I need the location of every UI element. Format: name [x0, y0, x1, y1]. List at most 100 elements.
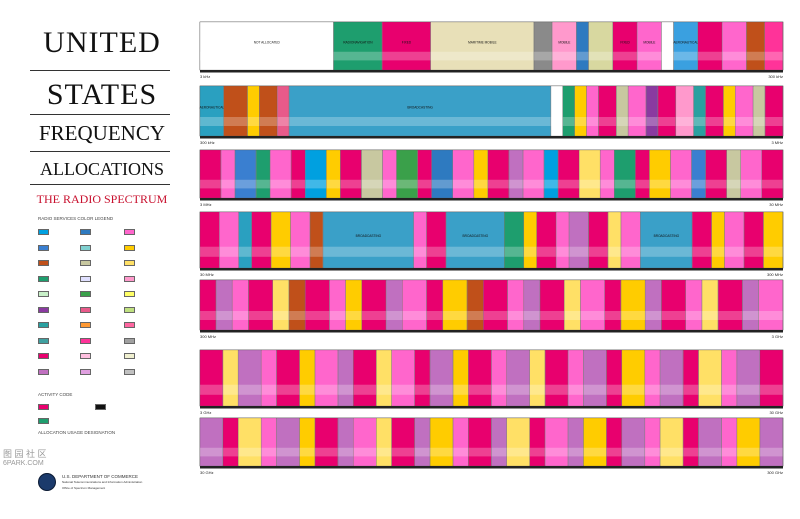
band-cell: [199, 85, 224, 137]
band-cell-shade: [583, 447, 607, 457]
band-cell: [232, 279, 249, 331]
band-cell: [426, 279, 443, 331]
band-cell-shade: [606, 384, 622, 395]
band-end-label: 3 GHz: [772, 334, 783, 339]
band-cell: [588, 211, 608, 269]
band-cell: [670, 149, 692, 199]
band-baseline: [200, 268, 783, 271]
band-cell: [353, 349, 377, 407]
band-cell: [685, 279, 702, 331]
band-cell: [552, 21, 577, 71]
band-cell-shade: [200, 311, 216, 320]
band-cell-shade: [564, 311, 581, 320]
band-cell: [238, 211, 252, 269]
band-cell-shade: [705, 179, 727, 189]
title-rule: [30, 184, 170, 185]
band-cell-shade: [345, 311, 362, 320]
band-cell: [705, 85, 724, 137]
band-cell: [562, 85, 575, 137]
band-cell-shade: [718, 311, 743, 320]
band-start-label: 300 MHz: [200, 334, 216, 339]
legend-swatch: [80, 260, 91, 266]
band-cell: [238, 417, 262, 467]
band-cell-shade: [271, 246, 291, 257]
legend-swatch: [80, 322, 91, 328]
band-cell-shade: [726, 179, 741, 189]
band-cell-shade: [247, 117, 260, 126]
band-cell-shade: [361, 179, 383, 189]
band-cell-shade: [723, 117, 736, 126]
band-cell: [340, 149, 362, 199]
band-cell-shade: [414, 447, 430, 457]
band-cell-shade: [261, 447, 277, 457]
band-cell-shade: [693, 117, 706, 126]
band-cell-label: FIXED: [620, 41, 630, 45]
band-cell-shade: [568, 447, 584, 457]
legend-swatch: [80, 275, 91, 282]
title-rule: [30, 114, 170, 115]
band-cell: [468, 349, 492, 407]
band-cell: [533, 21, 553, 71]
band-cell: [417, 149, 432, 199]
band-cell: [568, 349, 584, 407]
band-baseline: [200, 198, 783, 201]
subtitle: THE RADIO SPECTRUM: [36, 192, 168, 206]
band-cell: [759, 417, 783, 467]
band-baseline: [200, 136, 783, 139]
band-cell-shade: [523, 179, 544, 189]
band-cell: [556, 211, 570, 269]
band-cell: [259, 85, 278, 137]
band-cell-shade: [744, 246, 764, 257]
band-cell: [426, 211, 446, 269]
band-cell: [506, 417, 530, 467]
band-cell: [402, 279, 427, 331]
band-cell: [309, 211, 323, 269]
band-cell: [446, 211, 505, 269]
band-cell: [726, 149, 741, 199]
band-cell-shade: [382, 51, 431, 61]
band-cell-shade: [724, 246, 744, 257]
band-cell-shade: [562, 117, 575, 126]
band-cell-shade: [544, 179, 558, 189]
legend-swatch: [124, 229, 135, 235]
band-cell: [248, 279, 273, 331]
band-cell: [523, 279, 540, 331]
agency-line-2: National Telecommunications and Informat…: [62, 480, 143, 484]
band-cell: [550, 85, 563, 137]
band-cell: [305, 279, 330, 331]
band-cell-shade: [698, 447, 722, 457]
band-cell: [430, 21, 534, 71]
band-cell: [414, 349, 430, 407]
band-cell-shade: [552, 51, 577, 61]
band-cell-shade: [232, 311, 249, 320]
band-cell: [491, 417, 507, 467]
band-cell-shade: [621, 447, 645, 457]
band-cell: [222, 349, 239, 407]
band-cell-shade: [529, 447, 545, 457]
band-cell: [583, 417, 607, 467]
band-cell: [764, 21, 783, 71]
band-cell: [545, 417, 569, 467]
band-cell: [288, 279, 306, 331]
activity-swatch: [38, 418, 49, 424]
band-cell: [616, 85, 629, 137]
band-cell-shade: [491, 384, 507, 395]
band-cell: [276, 349, 300, 407]
band-cell-shade: [661, 51, 674, 61]
band-cell-shade: [338, 384, 354, 395]
band-cell-shade: [223, 117, 248, 126]
band-cell-shade: [721, 384, 737, 395]
band-end-label: 300 kHz: [768, 74, 783, 79]
band-cell-shade: [697, 51, 722, 61]
band-cell-shade: [763, 246, 783, 257]
band-start-label: 300 kHz: [200, 140, 215, 145]
band-cell: [522, 149, 545, 199]
band-cell: [721, 417, 737, 467]
band-cell-shade: [545, 447, 568, 457]
band-cell-shade: [289, 311, 305, 320]
band-cell-shade: [742, 311, 759, 320]
usage-heading: ALLOCATION USAGE DESIGNATION: [38, 430, 116, 435]
band-cell: [314, 349, 338, 407]
band-cell-shade: [442, 311, 467, 320]
